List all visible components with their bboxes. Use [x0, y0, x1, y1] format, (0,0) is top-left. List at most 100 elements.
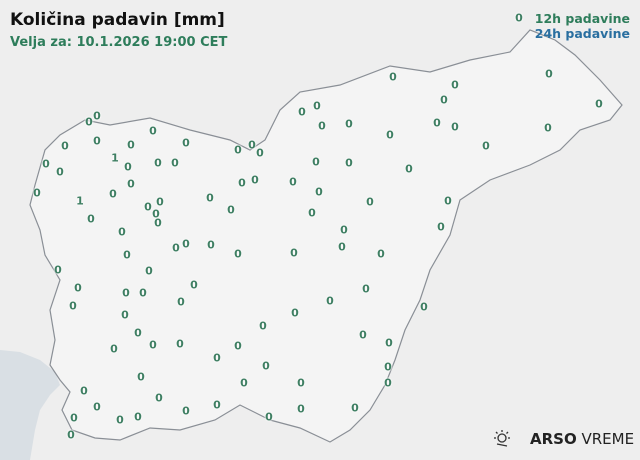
- station-value: 0: [289, 175, 297, 189]
- station-value: 0: [154, 156, 162, 170]
- station-value: 0: [190, 278, 198, 292]
- station-value: 0: [290, 246, 298, 260]
- station-value: 0: [87, 212, 95, 226]
- station-value: 0: [440, 93, 448, 107]
- station-value: 0: [137, 370, 145, 384]
- station-value: 0: [386, 128, 394, 142]
- station-value: 0: [109, 187, 117, 201]
- station-value: 0: [256, 146, 264, 160]
- legend: 12h padavine 24h padavine: [535, 11, 630, 41]
- station-value: 0: [359, 328, 367, 342]
- station-value: 0: [177, 295, 185, 309]
- station-value: 0: [127, 138, 135, 152]
- station-value: 0: [384, 376, 392, 390]
- station-value: 0: [74, 281, 82, 295]
- station-value: 0: [155, 391, 163, 405]
- station-value: 0: [182, 136, 190, 150]
- station-value: 0: [234, 143, 242, 157]
- station-value: 0: [544, 121, 552, 135]
- station-value: 0: [240, 376, 248, 390]
- station-value: 0: [139, 286, 147, 300]
- station-value: 0: [206, 191, 214, 205]
- station-value: 0: [124, 160, 132, 174]
- station-value: 0: [85, 115, 93, 129]
- station-value: 0: [110, 342, 118, 356]
- arso-logo: ARSO VREME: [492, 430, 634, 448]
- station-value: 0: [297, 376, 305, 390]
- station-value: 0: [172, 241, 180, 255]
- station-value: 0: [315, 185, 323, 199]
- station-value: 0: [134, 410, 142, 424]
- station-value: 0: [67, 428, 75, 442]
- station-value: 0: [152, 207, 160, 221]
- station-value: 0: [69, 299, 77, 313]
- station-value: 0: [251, 173, 259, 187]
- station-value: 0: [149, 338, 157, 352]
- station-value: 0: [238, 176, 246, 190]
- station-value: 0: [70, 411, 78, 425]
- station-value: 0: [121, 308, 129, 322]
- station-value: 0: [154, 216, 162, 230]
- station-value: 0: [61, 139, 69, 153]
- station-value: 0: [444, 194, 452, 208]
- sea-area: [0, 350, 60, 460]
- station-value: 0: [451, 78, 459, 92]
- station-value: 0: [262, 359, 270, 373]
- station-value: 0: [345, 117, 353, 131]
- legend-12h: 12h padavine: [534, 11, 630, 26]
- station-value: 0: [213, 351, 221, 365]
- station-value: 0: [213, 398, 221, 412]
- station-value: 0: [56, 165, 64, 179]
- station-value: 0: [248, 138, 256, 152]
- station-value: 1: [76, 194, 84, 208]
- map-title: Količina padavin [mm]: [10, 10, 225, 30]
- station-value: 0: [93, 109, 101, 123]
- station-value: 0: [33, 186, 41, 200]
- logo-arso: ARSO: [530, 430, 577, 448]
- station-value: 0: [156, 195, 164, 209]
- station-value: 0: [437, 220, 445, 234]
- station-value: 0: [127, 177, 135, 191]
- station-value: 0: [116, 413, 124, 427]
- station-value: 0: [149, 124, 157, 138]
- station-value: 0: [451, 120, 459, 134]
- country-border: [29, 29, 623, 443]
- station-value: 0: [515, 11, 523, 25]
- station-value: 0: [291, 306, 299, 320]
- station-value: 0: [144, 200, 152, 214]
- station-value: 0: [234, 247, 242, 261]
- station-value: 0: [405, 162, 413, 176]
- station-value: 0: [80, 384, 88, 398]
- station-value: 0: [340, 223, 348, 237]
- station-value: 0: [265, 410, 273, 424]
- station-value: 0: [176, 337, 184, 351]
- station-value: 0: [482, 139, 490, 153]
- station-value: 0: [384, 360, 392, 374]
- station-value: 0: [362, 282, 370, 296]
- station-value: 0: [313, 99, 321, 113]
- station-value: 0: [385, 336, 393, 350]
- station-value: 0: [377, 247, 385, 261]
- station-value: 0: [171, 156, 179, 170]
- station-value: 0: [351, 401, 359, 415]
- station-value: 0: [182, 237, 190, 251]
- station-value: 0: [312, 155, 320, 169]
- station-value: 0: [318, 119, 326, 133]
- station-value: 0: [134, 326, 142, 340]
- station-value: 0: [234, 339, 242, 353]
- station-value: 0: [298, 105, 306, 119]
- station-value: 0: [42, 157, 50, 171]
- station-value: 1: [111, 151, 119, 165]
- logo-vreme: VREME: [581, 430, 635, 448]
- station-value: 0: [595, 97, 603, 111]
- station-value: 0: [433, 116, 441, 130]
- station-value: 0: [182, 404, 190, 418]
- station-value: 0: [118, 225, 126, 239]
- station-value: 0: [308, 206, 316, 220]
- station-value: 0: [122, 286, 130, 300]
- station-value: 0: [545, 67, 553, 81]
- sun-cloud-icon: [494, 430, 510, 447]
- station-value: 0: [326, 294, 334, 308]
- station-value: 0: [207, 238, 215, 252]
